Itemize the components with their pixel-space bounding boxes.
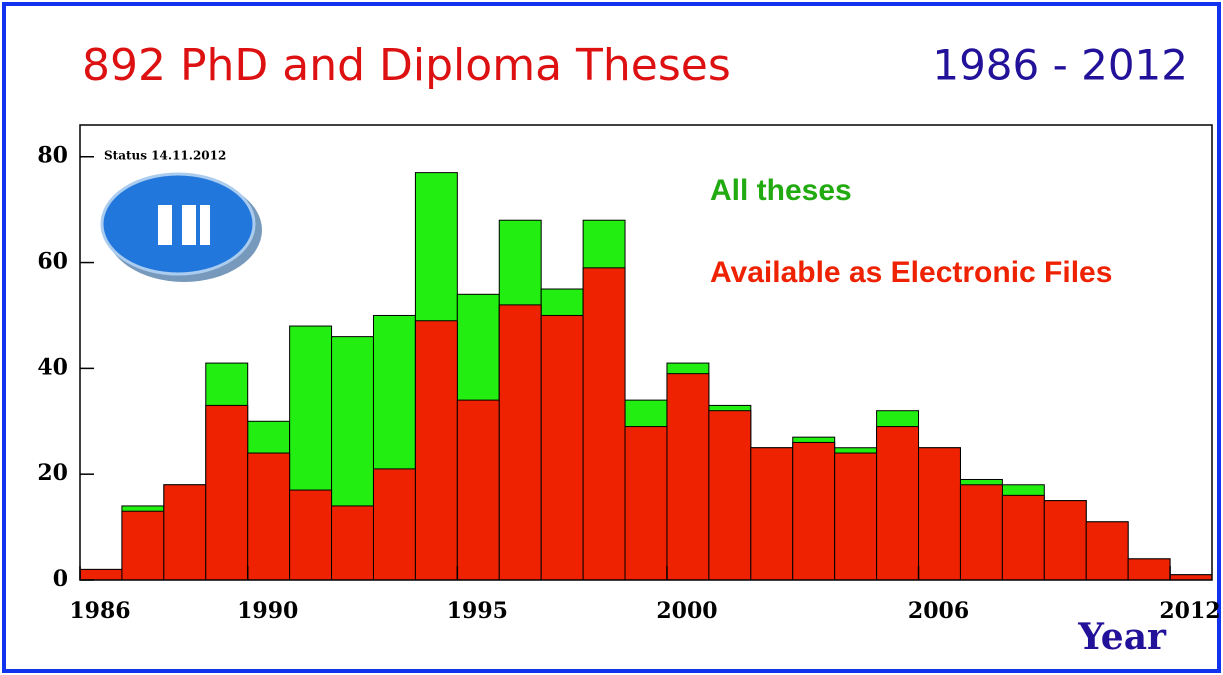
bar	[708, 410, 752, 581]
bar	[540, 314, 584, 581]
status-note: Status 14.11.2012	[104, 149, 226, 163]
y-tick-label: 0	[53, 566, 68, 592]
bar	[792, 441, 836, 581]
x-tick-label: 1995	[447, 598, 508, 624]
bar	[959, 484, 1003, 581]
bar	[498, 304, 542, 581]
bar	[456, 399, 500, 581]
bar	[666, 373, 710, 581]
bar	[121, 510, 165, 581]
bar	[918, 447, 961, 581]
y-tick-label: 80	[37, 143, 68, 169]
bar	[247, 452, 291, 581]
x-tick-label: 1986	[69, 598, 130, 624]
y-tick-label: 40	[37, 354, 68, 380]
x-tick-label: 1990	[237, 598, 298, 624]
bar	[331, 505, 374, 581]
bar	[414, 320, 458, 581]
legend-label: Available as Electronic Files	[710, 256, 1112, 289]
bar	[1085, 521, 1129, 581]
plot-frame	[79, 124, 1213, 581]
bar	[1169, 574, 1213, 581]
bar	[205, 404, 249, 581]
bar	[834, 452, 878, 581]
logo	[100, 172, 262, 282]
chart-subtitle: 1986 - 2012	[932, 41, 1188, 90]
y-tick-label: 60	[37, 249, 68, 275]
bar	[750, 447, 794, 581]
x-tick-label: 2012	[1159, 598, 1220, 624]
bar	[624, 426, 668, 581]
chart-title: 892 PhD and Diploma Theses	[82, 40, 731, 91]
x-axis-label: Year	[1077, 616, 1167, 658]
x-tick-label: 2006	[908, 598, 969, 624]
bar	[876, 426, 920, 581]
bar	[79, 568, 123, 581]
x-tick-label: 2000	[656, 598, 717, 624]
bar	[582, 267, 626, 581]
legend-label: All theses	[710, 174, 852, 207]
bar	[1001, 494, 1045, 581]
bar	[1043, 500, 1087, 581]
bar	[1127, 558, 1171, 581]
bar	[163, 484, 207, 581]
y-tick-label: 20	[37, 460, 68, 486]
bar	[372, 468, 416, 581]
bar	[289, 489, 333, 581]
